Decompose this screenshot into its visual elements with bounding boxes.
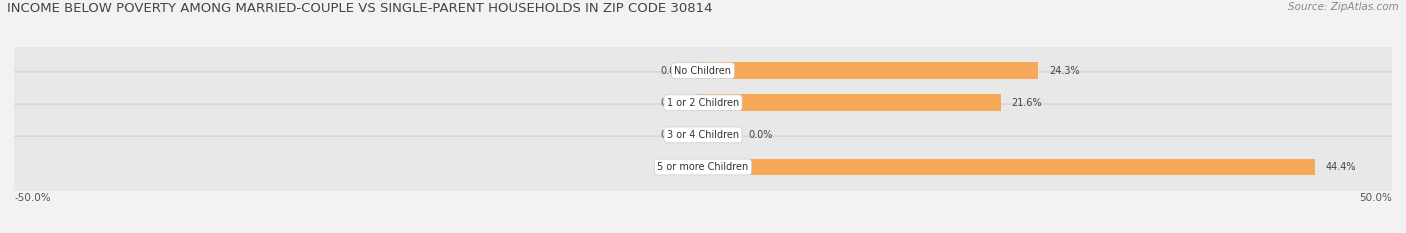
FancyBboxPatch shape: [7, 40, 1399, 102]
Bar: [696, 159, 703, 175]
Text: 0.0%: 0.0%: [661, 162, 685, 172]
Text: 21.6%: 21.6%: [1012, 98, 1042, 108]
Text: 50.0%: 50.0%: [1360, 193, 1392, 203]
Text: 0.0%: 0.0%: [748, 130, 773, 140]
Bar: [696, 127, 703, 143]
Text: INCOME BELOW POVERTY AMONG MARRIED-COUPLE VS SINGLE-PARENT HOUSEHOLDS IN ZIP COD: INCOME BELOW POVERTY AMONG MARRIED-COUPL…: [7, 2, 713, 15]
Bar: [696, 62, 703, 79]
Bar: [703, 62, 1038, 79]
Text: 0.0%: 0.0%: [661, 98, 685, 108]
FancyBboxPatch shape: [7, 104, 1399, 166]
Text: 0.0%: 0.0%: [661, 66, 685, 76]
Text: No Children: No Children: [675, 66, 731, 76]
FancyBboxPatch shape: [7, 72, 1399, 134]
Text: 1 or 2 Children: 1 or 2 Children: [666, 98, 740, 108]
Bar: [703, 127, 738, 143]
Text: 3 or 4 Children: 3 or 4 Children: [666, 130, 740, 140]
Bar: [703, 159, 1315, 175]
FancyBboxPatch shape: [7, 136, 1399, 198]
Text: -50.0%: -50.0%: [14, 193, 51, 203]
Text: Source: ZipAtlas.com: Source: ZipAtlas.com: [1288, 2, 1399, 12]
Text: 5 or more Children: 5 or more Children: [658, 162, 748, 172]
Bar: [696, 94, 703, 111]
Text: 24.3%: 24.3%: [1049, 66, 1080, 76]
Text: 44.4%: 44.4%: [1326, 162, 1357, 172]
Text: 0.0%: 0.0%: [661, 130, 685, 140]
Bar: [703, 94, 1001, 111]
